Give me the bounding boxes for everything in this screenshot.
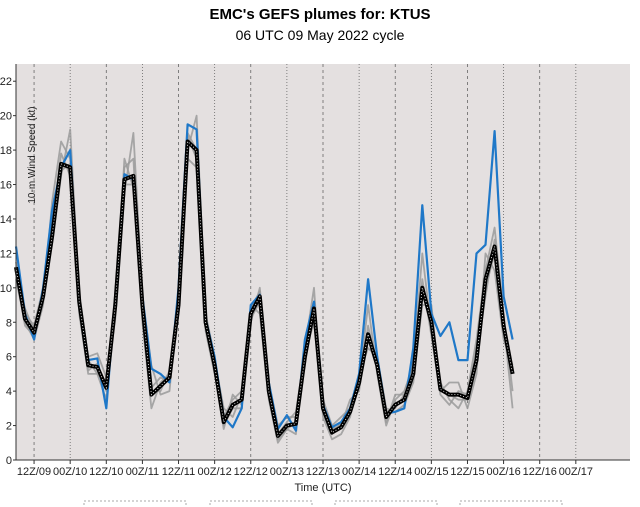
y-axis: 0 2 4 6 8 10 12 14 16 18 20 22 (0, 64, 17, 467)
x-tick-label-1: 00Z/10 (53, 466, 87, 478)
x-axis: 12Z/09 00Z/10 12Z/10 00Z/11 12Z/11 00Z/12 12Z/… (16, 459, 630, 478)
x-tick-label-9: 00Z/14 (342, 466, 376, 478)
x-tick-label-0: 12Z/09 (17, 466, 51, 478)
legend-box-4 (459, 500, 563, 507)
x-tick-label-14: 12Z/16 (523, 466, 557, 478)
x-tick-label-5: 00Z/12 (198, 466, 232, 478)
y-tick-label-8: 8 (6, 317, 12, 329)
legend-box-2 (209, 500, 313, 507)
series-line-mean-dots (15, 140, 513, 437)
chart-subtitle: 06 UTC 09 May 2022 cycle (235, 27, 405, 43)
y-tick-label-2: 2 (6, 421, 12, 433)
y-tick-label-14: 14 (0, 214, 12, 226)
y-axis-label: 10-m Wind Speed (kt) (27, 106, 38, 203)
y-tick-label-18: 18 (0, 145, 12, 157)
x-axis-label: Time (UTC) (294, 482, 351, 494)
grid-lines (33, 64, 577, 460)
y-tick-label-20: 20 (0, 111, 12, 123)
x-tick-label-12: 12Z/15 (450, 466, 484, 478)
legend-box-1 (83, 500, 187, 507)
chart-title: EMC's GEFS plumes for: KTUS (209, 6, 431, 23)
x-tick-label-2: 12Z/10 (89, 466, 123, 478)
y-tick-label-6: 6 (6, 352, 12, 364)
y-tick-label-0: 0 (6, 455, 12, 467)
legend-area (83, 500, 563, 507)
legend-box-3 (334, 500, 438, 507)
x-tick-label-10: 12Z/14 (378, 466, 412, 478)
x-tick-label-3: 00Z/11 (126, 466, 159, 478)
y-tick-label-16: 16 (0, 180, 12, 192)
y-tick-label-10: 10 (0, 283, 12, 295)
x-tick-label-7: 00Z/13 (270, 466, 304, 478)
x-tick-label-6: 12Z/12 (234, 466, 268, 478)
y-tick-label-22: 22 (0, 76, 12, 88)
series-group (14, 114, 515, 444)
x-tick-label-4: 12Z/11 (162, 466, 195, 478)
x-tick-label-11: 00Z/15 (414, 466, 448, 478)
y-tick-label-12: 12 (0, 248, 12, 260)
x-tick-label-13: 00Z/16 (486, 466, 520, 478)
x-tick-label-15: 00Z/17 (559, 466, 593, 478)
y-tick-label-4: 4 (6, 386, 12, 398)
x-tick-label-8: 12Z/13 (306, 466, 340, 478)
